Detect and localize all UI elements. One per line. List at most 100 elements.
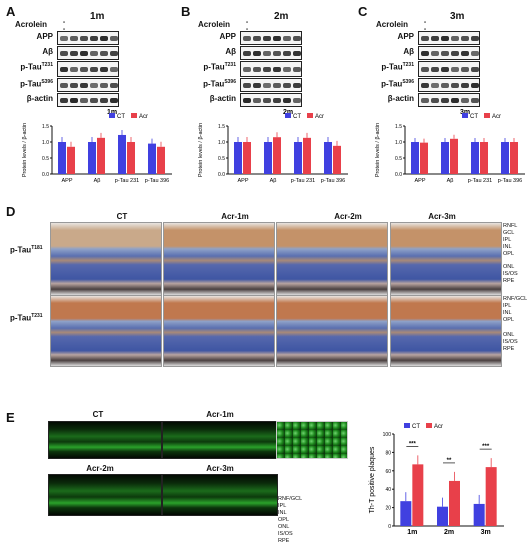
legend-swatch [426, 423, 432, 428]
fluor-col-acr1m: Acr-1m [206, 410, 234, 419]
bar [273, 137, 281, 174]
acrolein-label: Acrolein [15, 20, 48, 29]
blot-band [110, 82, 118, 88]
blot-strip [418, 93, 480, 107]
blot-band [471, 97, 479, 103]
significance-label: *** [409, 441, 417, 447]
y-tick-label: 100 [383, 432, 392, 438]
blot-strip [240, 93, 302, 107]
bar [243, 142, 251, 174]
fluor-image [162, 474, 278, 516]
blot-band [100, 66, 108, 72]
blot-row-label: p-TauT231 [381, 62, 414, 72]
y-tick-label: 0.5 [395, 156, 402, 162]
blot-band [273, 35, 281, 41]
blot-band [100, 97, 108, 103]
blot-row-label: p-TauS396 [203, 79, 236, 89]
y-tick-label: 80 [385, 450, 391, 456]
legend-label: CT [412, 424, 420, 430]
x-tick-label: APP [61, 178, 72, 184]
blot-band [461, 50, 469, 56]
panel-label-d: D [6, 204, 16, 219]
blot-band [421, 66, 429, 72]
bar [118, 134, 126, 174]
bar [449, 480, 460, 526]
blot-band [283, 35, 291, 41]
blot-band [110, 50, 118, 56]
fluor-image [48, 421, 162, 459]
blot-band [421, 35, 429, 41]
bar [411, 142, 419, 174]
tht-plaque-chart: CT Acr 0 20 40 60 80 100 Th-T positive plaques 1m… [369, 423, 504, 536]
blot-row-label: Aβ [225, 47, 236, 56]
bar [294, 142, 302, 174]
blot-band [80, 82, 88, 88]
blot-band [253, 82, 261, 88]
x-tick-label: Aβ [270, 178, 277, 184]
blot-band [70, 35, 78, 41]
bar [450, 138, 458, 174]
bar [264, 142, 272, 174]
blot-band [421, 97, 429, 103]
bar [473, 503, 485, 526]
blot-band [451, 97, 459, 103]
fluor-image [162, 421, 278, 459]
blot-band [283, 66, 291, 72]
y-tick-label: 0 [388, 524, 391, 530]
x-tick-label: p-Tau 231 [468, 178, 492, 184]
y-tick-label: 0.5 [218, 156, 225, 162]
legend-swatch [109, 113, 115, 118]
x-tick-label: Aβ [447, 178, 454, 184]
y-tick-label: 0.0 [42, 172, 49, 178]
blot-band [461, 35, 469, 41]
blot-row-label: Aβ [42, 47, 53, 56]
x-tick-label: 1m [407, 529, 417, 536]
blot-band [471, 50, 479, 56]
treatment-sign: - [423, 26, 427, 33]
blot-strip [57, 61, 119, 77]
bar [333, 145, 341, 174]
fluor-col-acr2m: Acr-2m [86, 464, 114, 473]
blot-band [471, 66, 479, 72]
bar [127, 142, 135, 174]
blot-band [471, 35, 479, 41]
chart-title: 2m [283, 109, 293, 116]
blot-row-label: APP [397, 32, 414, 41]
blot-band [60, 82, 68, 88]
blot-band [253, 50, 261, 56]
blot-row-label: p-TauT231 [20, 62, 53, 72]
fluor-zoom-inset [276, 421, 348, 459]
legend-swatch [484, 113, 490, 118]
legend-label: CT [470, 114, 478, 120]
bar [88, 142, 96, 174]
significance-label: *** [482, 444, 490, 450]
retina-row-label-t231: p-TauT231 [10, 313, 43, 323]
blot-band [421, 82, 429, 88]
blot-band [431, 35, 439, 41]
blot-strip [57, 78, 119, 92]
legend-swatch [307, 113, 313, 118]
blot-band [110, 35, 118, 41]
retina-image [50, 295, 162, 367]
blot-strip [418, 31, 480, 45]
x-tick-label: APP [237, 178, 248, 184]
bar [420, 142, 428, 174]
retina-layers-bottom: RNF/GCL IPL INL OPL ONL IS/OS RPE [503, 296, 528, 352]
blot-row-label: APP [36, 32, 53, 41]
x-tick-label: p-Tau 231 [291, 178, 315, 184]
blot-row-label: Aβ [403, 47, 414, 56]
bar [67, 146, 75, 174]
bar [437, 506, 448, 526]
blot-band [263, 82, 271, 88]
blot-band [293, 50, 301, 56]
treatment-sign: - [245, 26, 249, 33]
blot-band [60, 97, 68, 103]
y-tick-label: 1.5 [218, 124, 225, 130]
y-tick-label: 1.0 [42, 140, 49, 146]
fluor-layers: RNF/GCL IPL INL OPL ONL IS/OS RPE [278, 496, 303, 544]
blot-band [110, 66, 118, 72]
bar [58, 142, 66, 174]
